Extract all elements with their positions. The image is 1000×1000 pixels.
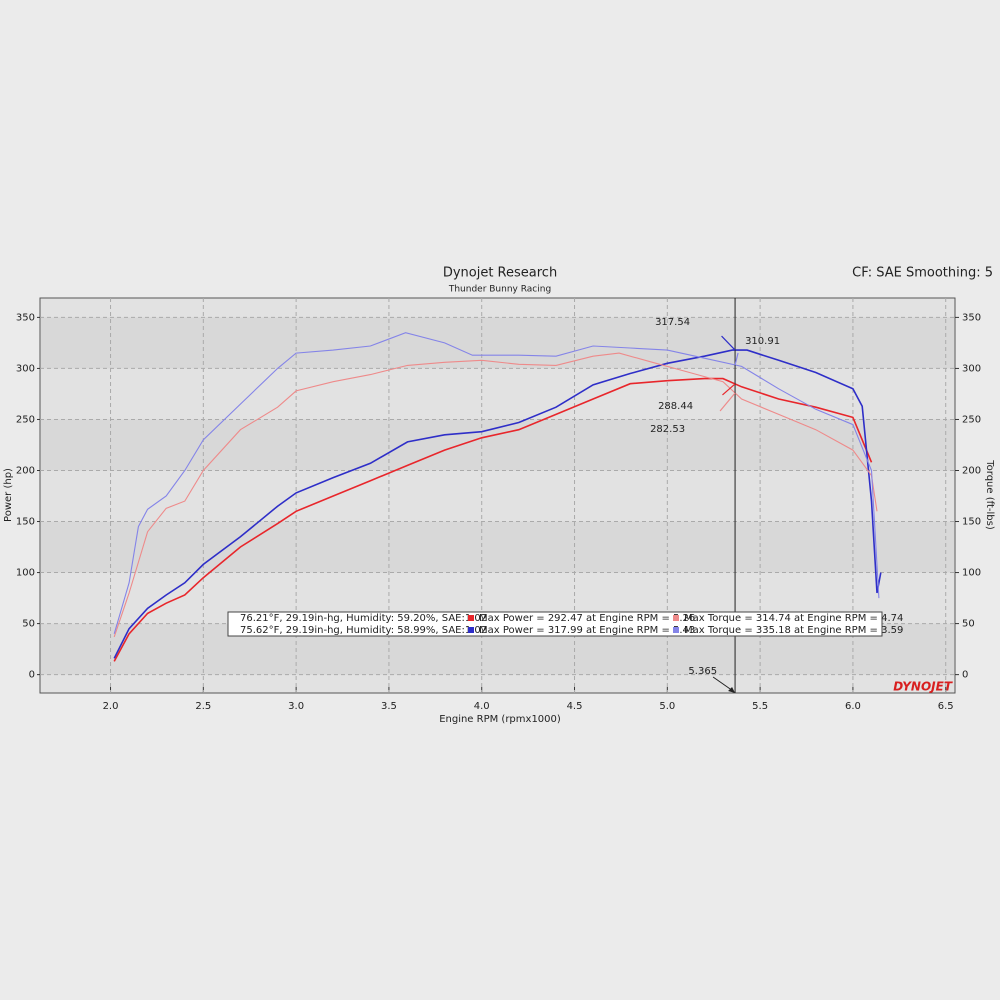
y2-tick-label: 150 [962, 517, 981, 528]
x-axis-label: Engine RPM (rpmx1000) [439, 714, 561, 725]
legend-power: Max Power = 317.99 at Engine RPM = 5.43 [479, 625, 695, 636]
x-tick-label: 6.0 [845, 701, 861, 712]
y-tick-label: 100 [16, 568, 35, 579]
y2-tick-label: 200 [962, 465, 981, 476]
cursor-arrowhead [728, 687, 736, 693]
y2-tick-label: 250 [962, 414, 981, 425]
series-line [113, 349, 882, 659]
y-tick-label: 200 [16, 465, 35, 476]
legend-power: Max Power = 292.47 at Engine RPM = 5.26 [479, 613, 695, 624]
y2-axis-label: Torque (ft-lbs) [984, 459, 995, 530]
y-tick-label: 300 [16, 363, 35, 374]
y-axis-label: Power (hp) [3, 468, 14, 522]
chart-title: Dynojet Research [443, 266, 557, 281]
chart-subtitle: Thunder Bunny Racing [448, 285, 551, 295]
logo: DYNOJET [893, 680, 953, 694]
y-tick-label: 150 [16, 517, 35, 528]
x-tick-label: 6.5 [938, 701, 954, 712]
annotation: 310.91 [745, 336, 780, 347]
series-line [113, 352, 878, 638]
plot-band [41, 521, 954, 573]
y2-tick-label: 100 [962, 568, 981, 579]
x-tick-label: 4.0 [474, 701, 490, 712]
annotation-arrow [734, 352, 739, 366]
y-tick-label: 0 [29, 670, 35, 681]
y-tick-label: 250 [16, 414, 35, 425]
annotation-arrow [722, 383, 736, 396]
legend-swatch [673, 615, 679, 621]
annotation: 282.53 [650, 424, 685, 435]
x-tick-label: 2.5 [195, 701, 211, 712]
y-tick-label: 50 [22, 619, 35, 630]
legend-box [227, 611, 883, 637]
x-tick-label: 5.5 [752, 701, 768, 712]
series-line [113, 377, 873, 662]
legend-torque: Max Torque = 335.18 at Engine RPM = 3.59 [684, 625, 903, 636]
y2-tick-label: 0 [962, 670, 968, 681]
y-tick-label: 350 [16, 312, 35, 323]
y2-tick-label: 300 [962, 363, 981, 374]
legend-swatch [468, 615, 474, 621]
x-tick-label: 5.0 [659, 701, 675, 712]
annotation-arrow [721, 335, 736, 351]
legend-torque: Max Torque = 314.74 at Engine RPM = 4.74 [684, 613, 903, 624]
cursor-label: 5.365 [688, 666, 717, 677]
annotation: 317.54 [655, 317, 690, 328]
settings-label: CF: SAE Smoothing: 5 [852, 266, 993, 281]
x-tick-label: 2.0 [103, 701, 119, 712]
annotation-arrow [719, 392, 736, 412]
y2-tick-label: 350 [962, 312, 981, 323]
x-tick-label: 4.5 [567, 701, 583, 712]
legend-swatch [468, 627, 474, 633]
legend-conditions: 75.62°F, 29.19in-hg, Humidity: 58.99%, S… [240, 625, 487, 636]
legend-swatch [673, 627, 679, 633]
annotation: 288.44 [658, 401, 693, 412]
legend-conditions: 76.21°F, 29.19in-hg, Humidity: 59.20%, S… [240, 613, 487, 624]
x-tick-label: 3.0 [288, 701, 304, 712]
plot-band [41, 317, 954, 369]
cursor-arrow [712, 676, 734, 692]
y2-tick-label: 50 [962, 619, 975, 630]
series-line [113, 332, 880, 634]
x-tick-label: 3.5 [381, 701, 397, 712]
